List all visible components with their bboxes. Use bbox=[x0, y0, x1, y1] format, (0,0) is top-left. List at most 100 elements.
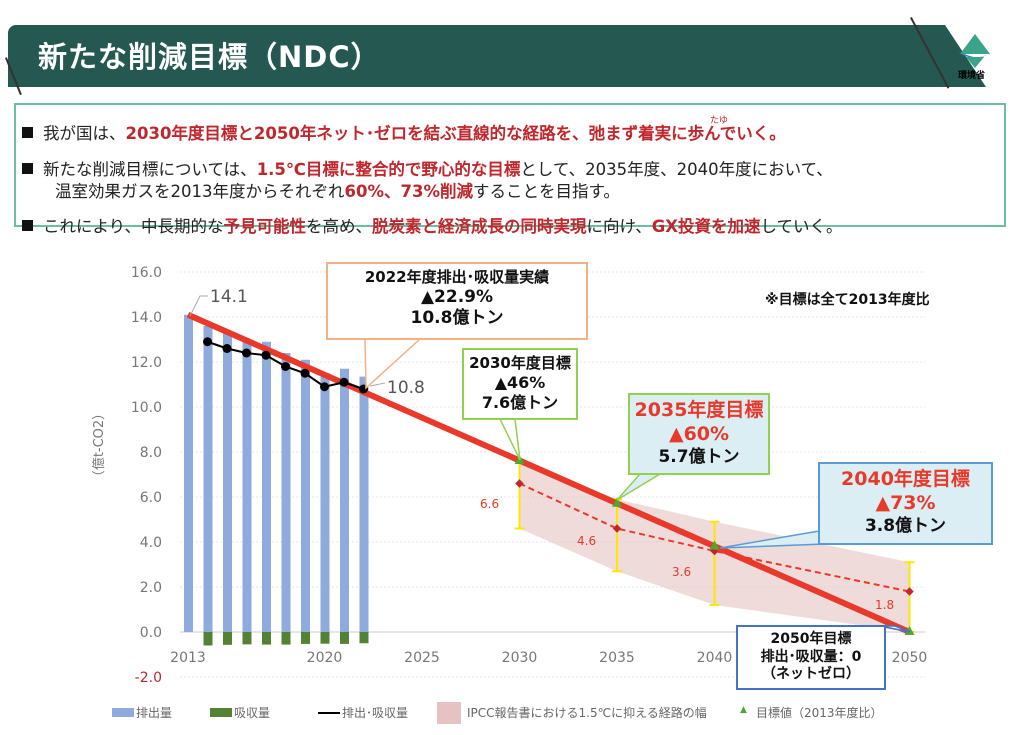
leader-line bbox=[369, 382, 386, 387]
legend-label: 排出量 bbox=[136, 706, 173, 720]
emission-bar bbox=[359, 376, 369, 632]
callout-line: ▲73% bbox=[875, 491, 936, 514]
target-callout: 2035年度目標 ▲60% 5.7億トン bbox=[628, 393, 770, 475]
x-tick-label: 2013 bbox=[170, 650, 206, 666]
legend-swatch bbox=[318, 712, 340, 714]
target-marker bbox=[612, 497, 622, 507]
leader-line bbox=[189, 295, 208, 317]
y-tick-label: 14.0 bbox=[131, 310, 162, 326]
median-label: 4.6 bbox=[577, 534, 596, 548]
callout-line: 10.8億トン bbox=[410, 308, 504, 328]
logo-text: 環境省 bbox=[958, 71, 986, 81]
legend-swatch: ▲ bbox=[740, 705, 747, 715]
absorption-bar bbox=[223, 632, 232, 645]
data-label-end: 10.8 bbox=[387, 378, 425, 398]
ruby-text: たゆ bbox=[710, 116, 729, 126]
emission-bar bbox=[340, 368, 349, 632]
bullet-square-icon bbox=[22, 220, 33, 231]
net-emission-point bbox=[320, 382, 329, 392]
data-label-start: 14.1 bbox=[210, 287, 248, 307]
emission-bar bbox=[262, 341, 271, 632]
emission-bar bbox=[203, 326, 213, 632]
y-tick-label: 10.0 bbox=[131, 400, 162, 416]
absorption-bar bbox=[301, 632, 310, 644]
net-emission-point bbox=[281, 362, 290, 371]
highlight-text: 予見可能性 bbox=[223, 217, 307, 236]
x-tick-label: 2040 bbox=[697, 650, 733, 666]
emission-bar bbox=[301, 359, 310, 632]
bullet-item: これにより、中長期的な予見可能性を高め、脱炭素と経済成長の同時実現に向け、GX投… bbox=[22, 216, 842, 238]
net-emission-point bbox=[300, 368, 310, 378]
target-callout: 2022年度排出･吸収量実績 ▲22.9% 10.8億トン bbox=[326, 262, 588, 340]
summary-box bbox=[14, 103, 1006, 227]
y-tick-label: -2.0 bbox=[135, 670, 162, 686]
bullet-text: に向け、 bbox=[586, 217, 652, 236]
legend-label: 排出･吸収量 bbox=[342, 706, 409, 720]
callout-pointer bbox=[879, 625, 911, 633]
absorption-bar bbox=[340, 632, 349, 644]
linear-pathway-line bbox=[186, 312, 911, 635]
median-label: 6.6 bbox=[480, 497, 499, 511]
emission-bar bbox=[320, 373, 330, 632]
target-marker bbox=[709, 540, 720, 550]
callout-line: 5.7億トン bbox=[658, 446, 740, 467]
highlight-text: 60%、73%削減 bbox=[344, 182, 474, 201]
header-bar bbox=[8, 25, 986, 87]
legend-swatch bbox=[112, 708, 134, 717]
callout-line: ▲22.9% bbox=[420, 286, 494, 307]
target-marker bbox=[904, 626, 915, 635]
callout-line: 7.6億トン bbox=[481, 392, 559, 412]
target-callout: 2040年度目標 ▲73% 3.8億トン bbox=[818, 462, 993, 545]
y-tick-label: 2.0 bbox=[140, 580, 162, 596]
bullet-item: 温室効果ガスを2013年度からそれぞれ60%、73%削減することを目指す。 bbox=[55, 181, 620, 203]
y-tick-label: 12.0 bbox=[131, 355, 162, 371]
absorption-bar bbox=[203, 632, 213, 646]
highlight-text: 弛まず着実に歩んでいく。 bbox=[588, 124, 786, 143]
page-title: 新たな削減目標（NDC） bbox=[38, 40, 381, 74]
callout-line: 2035年度目標 bbox=[634, 399, 764, 421]
callout-line: 2022年度排出･吸収量実績 bbox=[364, 268, 550, 286]
legend-swatch bbox=[437, 702, 461, 724]
bullet-square-icon bbox=[22, 127, 33, 138]
ministry-logo-icon bbox=[958, 34, 992, 68]
median-label: 1.8 bbox=[875, 598, 894, 612]
median-marker bbox=[515, 479, 524, 488]
net-emission-point bbox=[261, 350, 271, 360]
bullet-text: を高め、 bbox=[306, 217, 373, 236]
callout-line: 排出･吸収量：0 bbox=[760, 648, 862, 665]
legend-swatch bbox=[210, 708, 232, 717]
bullet-text: することを目指す。 bbox=[473, 182, 620, 201]
callout-line: 2030年度目標 bbox=[469, 354, 571, 372]
median-marker bbox=[905, 587, 914, 596]
y-tick-label: 16.0 bbox=[131, 265, 162, 281]
absorption-bar bbox=[281, 632, 291, 645]
callout-line: ▲60% bbox=[668, 422, 730, 445]
highlight-text: 2030年度目標と2050年ネット･ゼロを結ぶ直線的な経路を、 bbox=[125, 124, 589, 143]
highlight-text: GX投資を加速 bbox=[651, 217, 761, 236]
bullet-item: 新たな削減目標については、1.5℃目標に整合的で野心的な目標として、2035年度… bbox=[22, 159, 833, 181]
y-tick-label: 6.0 bbox=[140, 490, 162, 506]
x-tick-label: 2025 bbox=[404, 650, 440, 666]
absorption-bar bbox=[320, 632, 330, 644]
chart-note: ※目標は全て2013年度比 bbox=[765, 291, 930, 308]
target-callout: 2030年度目標 ▲46% 7.6億トン bbox=[462, 348, 578, 420]
bullet-text: これにより、中長期的な bbox=[43, 217, 224, 236]
median-label: 3.6 bbox=[672, 565, 691, 579]
callout-line: 2040年度目標 bbox=[841, 468, 970, 490]
emission-bar bbox=[184, 314, 193, 632]
callout-line: 2050年目標 bbox=[770, 631, 852, 647]
bullet-text: 我が国は、 bbox=[43, 124, 126, 143]
legend-label: 目標値（2013年度比） bbox=[756, 706, 883, 720]
emission-bar bbox=[281, 353, 291, 632]
callout-line: （ネットゼロ） bbox=[762, 666, 860, 682]
bullet-text: していく。 bbox=[760, 217, 843, 236]
emission-bar bbox=[242, 339, 252, 632]
net-emission-point bbox=[242, 348, 251, 358]
callout-pointer bbox=[616, 473, 663, 501]
highlight-text: 脱炭素と経済成長の同時実現 bbox=[372, 217, 587, 236]
bullet-text: として、2035年度、2040年度において、 bbox=[520, 160, 833, 179]
bullet-text: 温室効果ガスを2013年度からそれぞれ bbox=[55, 182, 345, 201]
x-tick-label: 2050 bbox=[892, 650, 928, 666]
legend-label: IPCC報告書における1.5℃に抑える経路の幅 bbox=[467, 706, 707, 720]
x-tick-label: 2020 bbox=[307, 650, 343, 666]
